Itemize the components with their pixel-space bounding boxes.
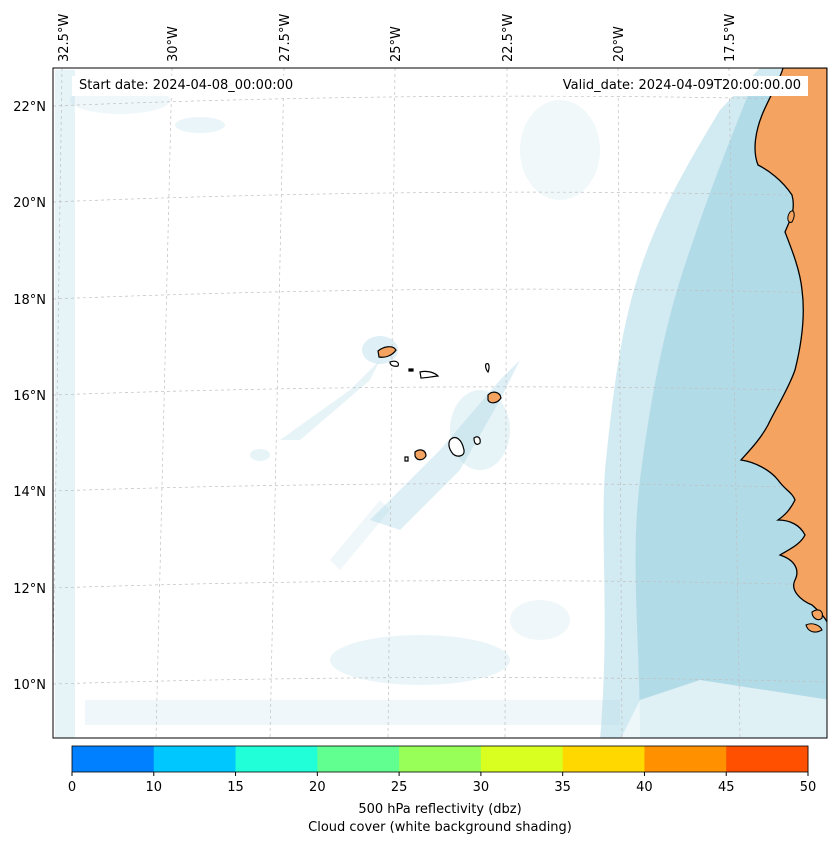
- island-santo-antao: [377, 346, 397, 358]
- lon-label: 22.5°W: [501, 14, 516, 62]
- gridline-lat-10: [53, 677, 827, 685]
- land-coast-islet: [805, 623, 823, 633]
- latitude-labels: 22°N 20°N 18°N 16°N 14°N 12°N 10°N: [13, 100, 46, 693]
- colorbar-frame: [71, 745, 809, 773]
- lat-label: 20°N: [13, 196, 46, 211]
- island-sao-vicente: [389, 360, 400, 367]
- colorbar-tick-label: 10: [146, 780, 163, 795]
- gridline-lon-25: [387, 68, 396, 738]
- colorbar-tick-label: 50: [800, 780, 817, 795]
- island-santa-luzia: [408, 368, 414, 372]
- colorbar-segment: [399, 746, 482, 772]
- land-banc-islet: [787, 210, 795, 223]
- lat-label: 16°N: [13, 389, 46, 404]
- gridline-lat-12: [53, 580, 827, 589]
- valid-date-label: Valid_date: 2024-04-09T20:00:00.00: [555, 76, 808, 96]
- land-bissagos: [811, 609, 823, 621]
- colorbar-tick-label: 45: [718, 780, 735, 795]
- gridline-lat-18: [53, 288, 827, 300]
- start-date-label: Start date: 2024-04-08_00:00:00: [72, 76, 301, 96]
- lat-label: 12°N: [13, 582, 46, 597]
- gridline-lat-14: [53, 483, 827, 492]
- colorbar-ticks: 0 10 15 20 25 30 35 40 45 50: [68, 772, 816, 795]
- gridline-lon-17-5: [728, 68, 741, 738]
- gridlines: [53, 68, 827, 738]
- colorbar-subtitle: Cloud cover (white background shading): [308, 820, 572, 835]
- colorbar-segment: [235, 746, 318, 772]
- colorbar-segment: [480, 746, 564, 772]
- lon-label: 25°W: [389, 26, 404, 62]
- gridline-lon-22-5: [504, 68, 508, 738]
- gridline-lon-20: [617, 68, 623, 738]
- map-frame: [52, 67, 828, 739]
- colorbar-tick-label: 25: [391, 780, 408, 795]
- colorbar-segment: [562, 746, 645, 772]
- island-sao-nicolau: [419, 370, 440, 379]
- colorbar-tick-label: 0: [68, 780, 76, 795]
- africa-coastline: [739, 68, 827, 633]
- gridline-lat-22: [53, 95, 827, 107]
- colorbar-segment: [644, 746, 727, 772]
- colorbar-tick-label: 20: [309, 780, 326, 795]
- lat-label: 10°N: [13, 678, 46, 693]
- cape-verde-islands: [377, 346, 502, 462]
- cloud-cover-shading: [55, 68, 827, 738]
- gridline-lon-27-5: [269, 68, 285, 738]
- lon-label: 30°W: [166, 26, 181, 62]
- colorbar-title: 500 hPa reflectivity (dbz): [358, 802, 521, 817]
- lon-label: 32.5°W: [57, 14, 72, 62]
- colorbar-segment: [317, 746, 400, 772]
- gridline-lon-32-5: [53, 68, 63, 695]
- gridline-lat-20: [53, 191, 827, 203]
- colorbar-tick-label: 40: [636, 780, 653, 795]
- lon-label: 27.5°W: [278, 14, 293, 62]
- lat-label: 22°N: [13, 100, 46, 115]
- longitude-labels: 32.5°W 30°W 27.5°W 25°W 22.5°W 20°W 17.5…: [57, 14, 738, 62]
- island-boa-vista: [487, 391, 502, 404]
- colorbar-segment: [72, 746, 155, 772]
- lon-label: 20°W: [612, 26, 627, 62]
- island-brava: [404, 456, 409, 462]
- colorbar-tick-label: 30: [473, 780, 490, 795]
- colorbar-segment: [153, 746, 237, 772]
- lat-label: 14°N: [13, 485, 46, 500]
- gridline-lat-16: [53, 386, 827, 396]
- land-west-africa: [739, 68, 827, 623]
- island-fogo: [414, 449, 427, 461]
- lat-label: 18°N: [13, 293, 46, 308]
- island-maio: [473, 436, 481, 445]
- colorbar-tick-label: 35: [554, 780, 571, 795]
- island-santiago: [448, 437, 465, 457]
- colorbar-tick-label: 15: [227, 780, 244, 795]
- island-sal: [485, 362, 490, 374]
- lon-label: 17.5°W: [723, 14, 738, 62]
- colorbar: 0 10 15 20 25 30 35 40 45 50 500 hPa reflectivity…: [68, 745, 816, 835]
- colorbar-segments: [72, 746, 809, 772]
- colorbar-segment: [726, 746, 809, 772]
- gridline-lon-30: [155, 68, 173, 738]
